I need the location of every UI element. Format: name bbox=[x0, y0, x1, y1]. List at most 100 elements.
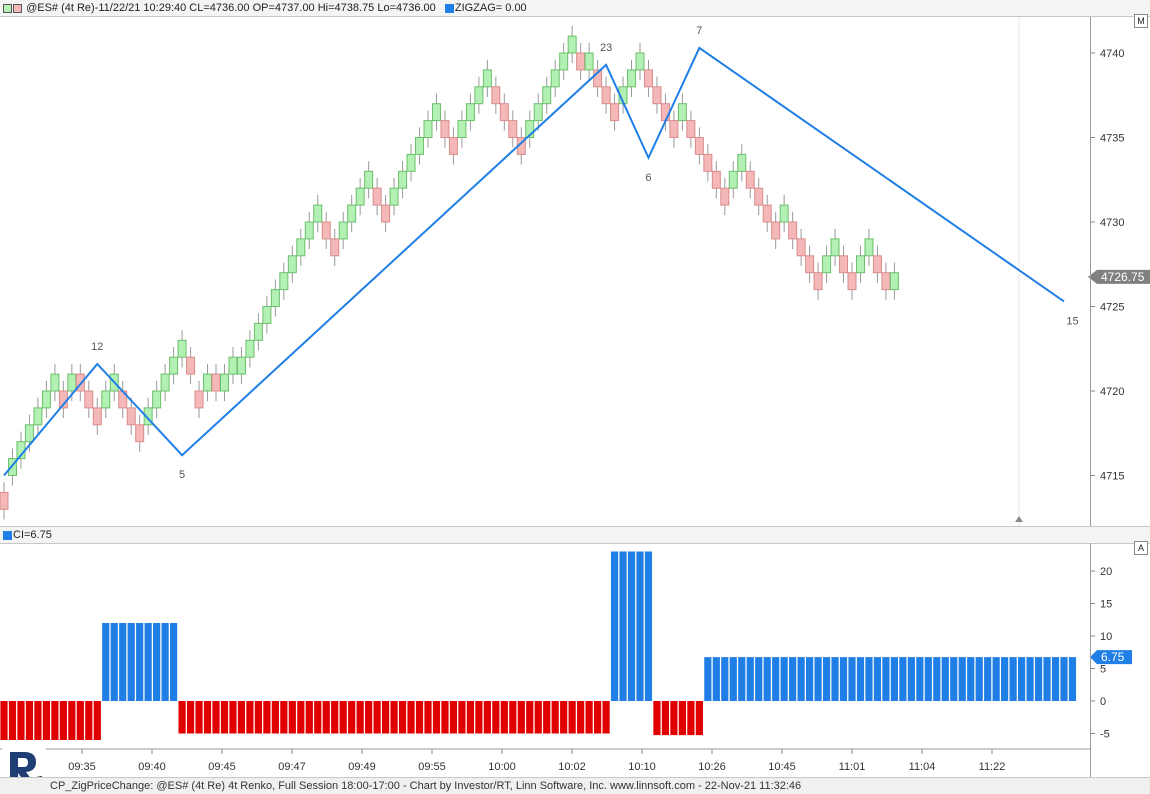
status-footer: CP_ZigPriceChange: @ES# (4t Re) 4t Renko… bbox=[0, 777, 1150, 794]
ci-bar-positive bbox=[746, 657, 754, 701]
up-brick bbox=[245, 339, 255, 358]
ci-bar-negative bbox=[492, 701, 500, 734]
ci-bar-negative bbox=[517, 701, 525, 734]
ci-bar-positive bbox=[797, 657, 805, 701]
down-brick bbox=[805, 255, 815, 274]
ci-bar-negative bbox=[76, 701, 84, 740]
ci-bar-negative bbox=[297, 701, 305, 734]
up-brick bbox=[889, 272, 899, 291]
ci-bar-positive bbox=[763, 657, 771, 701]
ci-bar-negative bbox=[568, 701, 576, 734]
price-tick-label: 4725 bbox=[1100, 302, 1124, 314]
down-brick bbox=[610, 103, 620, 122]
ci-value-marker: 6.75 bbox=[1090, 650, 1132, 665]
up-brick bbox=[7, 458, 17, 477]
time-tick-label: 09:35 bbox=[68, 761, 96, 773]
up-brick bbox=[389, 187, 399, 206]
time-tick-label: 09:47 bbox=[278, 761, 306, 773]
up-brick bbox=[355, 187, 365, 206]
ci-bar-positive bbox=[721, 657, 729, 701]
ci-bar-positive bbox=[161, 623, 169, 701]
up-brick bbox=[567, 35, 577, 54]
zigzag-label: 7 bbox=[696, 25, 702, 37]
ci-bar-negative bbox=[186, 701, 195, 734]
zigzag-swatch-icon bbox=[444, 3, 454, 13]
up-brick bbox=[219, 373, 229, 392]
ci-tick-label: -5 bbox=[1100, 729, 1110, 741]
ci-bar-negative bbox=[432, 701, 441, 734]
down-brick bbox=[872, 255, 882, 274]
autoscale-button[interactable]: A bbox=[1134, 541, 1148, 555]
up-brick bbox=[406, 153, 416, 172]
ci-bar-negative bbox=[373, 701, 381, 734]
up-brick bbox=[313, 204, 323, 223]
ci-bar-positive bbox=[789, 657, 797, 701]
ci-bar-negative bbox=[348, 701, 356, 734]
ci-bar-positive bbox=[916, 657, 924, 701]
ci-bar-positive bbox=[856, 657, 865, 701]
ci-bar-positive bbox=[738, 657, 746, 701]
ci-bar-positive bbox=[755, 657, 763, 701]
time-tick-label: 11:04 bbox=[909, 761, 936, 773]
up-brick bbox=[398, 170, 408, 189]
ci-bar-positive bbox=[992, 657, 1000, 701]
ci-value-tag bbox=[1090, 650, 1132, 665]
time-tick-label: 10:02 bbox=[558, 761, 586, 773]
zigzag-label: 5 bbox=[179, 469, 185, 481]
down-brick bbox=[84, 390, 94, 409]
up-brick bbox=[542, 86, 552, 105]
ci-bar-positive bbox=[627, 551, 636, 701]
ci-bar-negative bbox=[195, 701, 203, 734]
zigzag-labels: 12 5 23 6 7 15 bbox=[91, 25, 1078, 481]
up-brick bbox=[423, 120, 433, 138]
ci-bar-negative bbox=[212, 701, 220, 734]
ci-bar-positive bbox=[1026, 657, 1034, 701]
zigzag-label: 12 bbox=[91, 341, 103, 353]
up-brick bbox=[627, 69, 637, 88]
up-brick bbox=[177, 339, 187, 358]
up-brick bbox=[152, 390, 162, 409]
up-brick bbox=[101, 390, 111, 409]
down-brick bbox=[448, 137, 458, 155]
ci-bar-negative bbox=[390, 701, 398, 734]
ci-bar-positive bbox=[1034, 657, 1043, 701]
ci-bar-positive bbox=[882, 657, 890, 701]
up-brick bbox=[347, 204, 357, 223]
ci-axis-separator bbox=[1090, 543, 1091, 777]
ci-bar-negative bbox=[687, 701, 695, 736]
ci-bar-negative bbox=[288, 701, 296, 734]
ci-bar-negative bbox=[220, 701, 229, 734]
ci-bar-negative bbox=[93, 701, 101, 740]
up-brick bbox=[431, 103, 441, 122]
ci-bar-negative bbox=[229, 701, 237, 734]
time-tick-label: 11:22 bbox=[979, 761, 1006, 773]
ci-bar-positive bbox=[814, 657, 822, 701]
ci-bar-negative bbox=[203, 701, 212, 734]
ci-bar-negative bbox=[551, 701, 559, 734]
up-brick bbox=[287, 255, 297, 274]
down-brick bbox=[440, 120, 450, 138]
ci-bar-negative bbox=[59, 701, 67, 740]
time-axis: 09:35 09:40 09:45 09:47 09:49 09:55 10:00 10:02… bbox=[68, 749, 1005, 773]
ci-bar-negative bbox=[407, 701, 415, 734]
ci-legend: CI=6.75 bbox=[13, 529, 52, 541]
up-brick bbox=[737, 153, 747, 172]
ci-bar-negative bbox=[25, 701, 34, 740]
price-chart[interactable]: 4715 4720 4725 4730 4735 4740 12 5 23 6 7 15 4726.… bbox=[0, 17, 1150, 526]
down-brick bbox=[194, 390, 204, 409]
ci-bar-negative bbox=[0, 701, 8, 740]
maximize-button[interactable]: M bbox=[1134, 14, 1148, 28]
up-brick bbox=[67, 373, 77, 392]
ci-bar-positive bbox=[899, 657, 907, 701]
up-brick bbox=[50, 373, 60, 392]
up-brick bbox=[822, 255, 832, 274]
ci-bar-negative bbox=[314, 701, 322, 734]
up-brick bbox=[830, 238, 840, 257]
zigzag-legend: ZIGZAG= 0.00 bbox=[454, 2, 527, 14]
up-brick bbox=[262, 306, 272, 324]
ci-bar-positive bbox=[1060, 657, 1068, 701]
down-brick bbox=[813, 272, 823, 291]
down-brick bbox=[686, 120, 696, 138]
ci-bar-positive bbox=[1068, 657, 1077, 701]
ci-chart[interactable]: 20 15 10 5 0 -5 6.75 09:35 09:40 09:45 09:47 09:4… bbox=[0, 543, 1150, 777]
